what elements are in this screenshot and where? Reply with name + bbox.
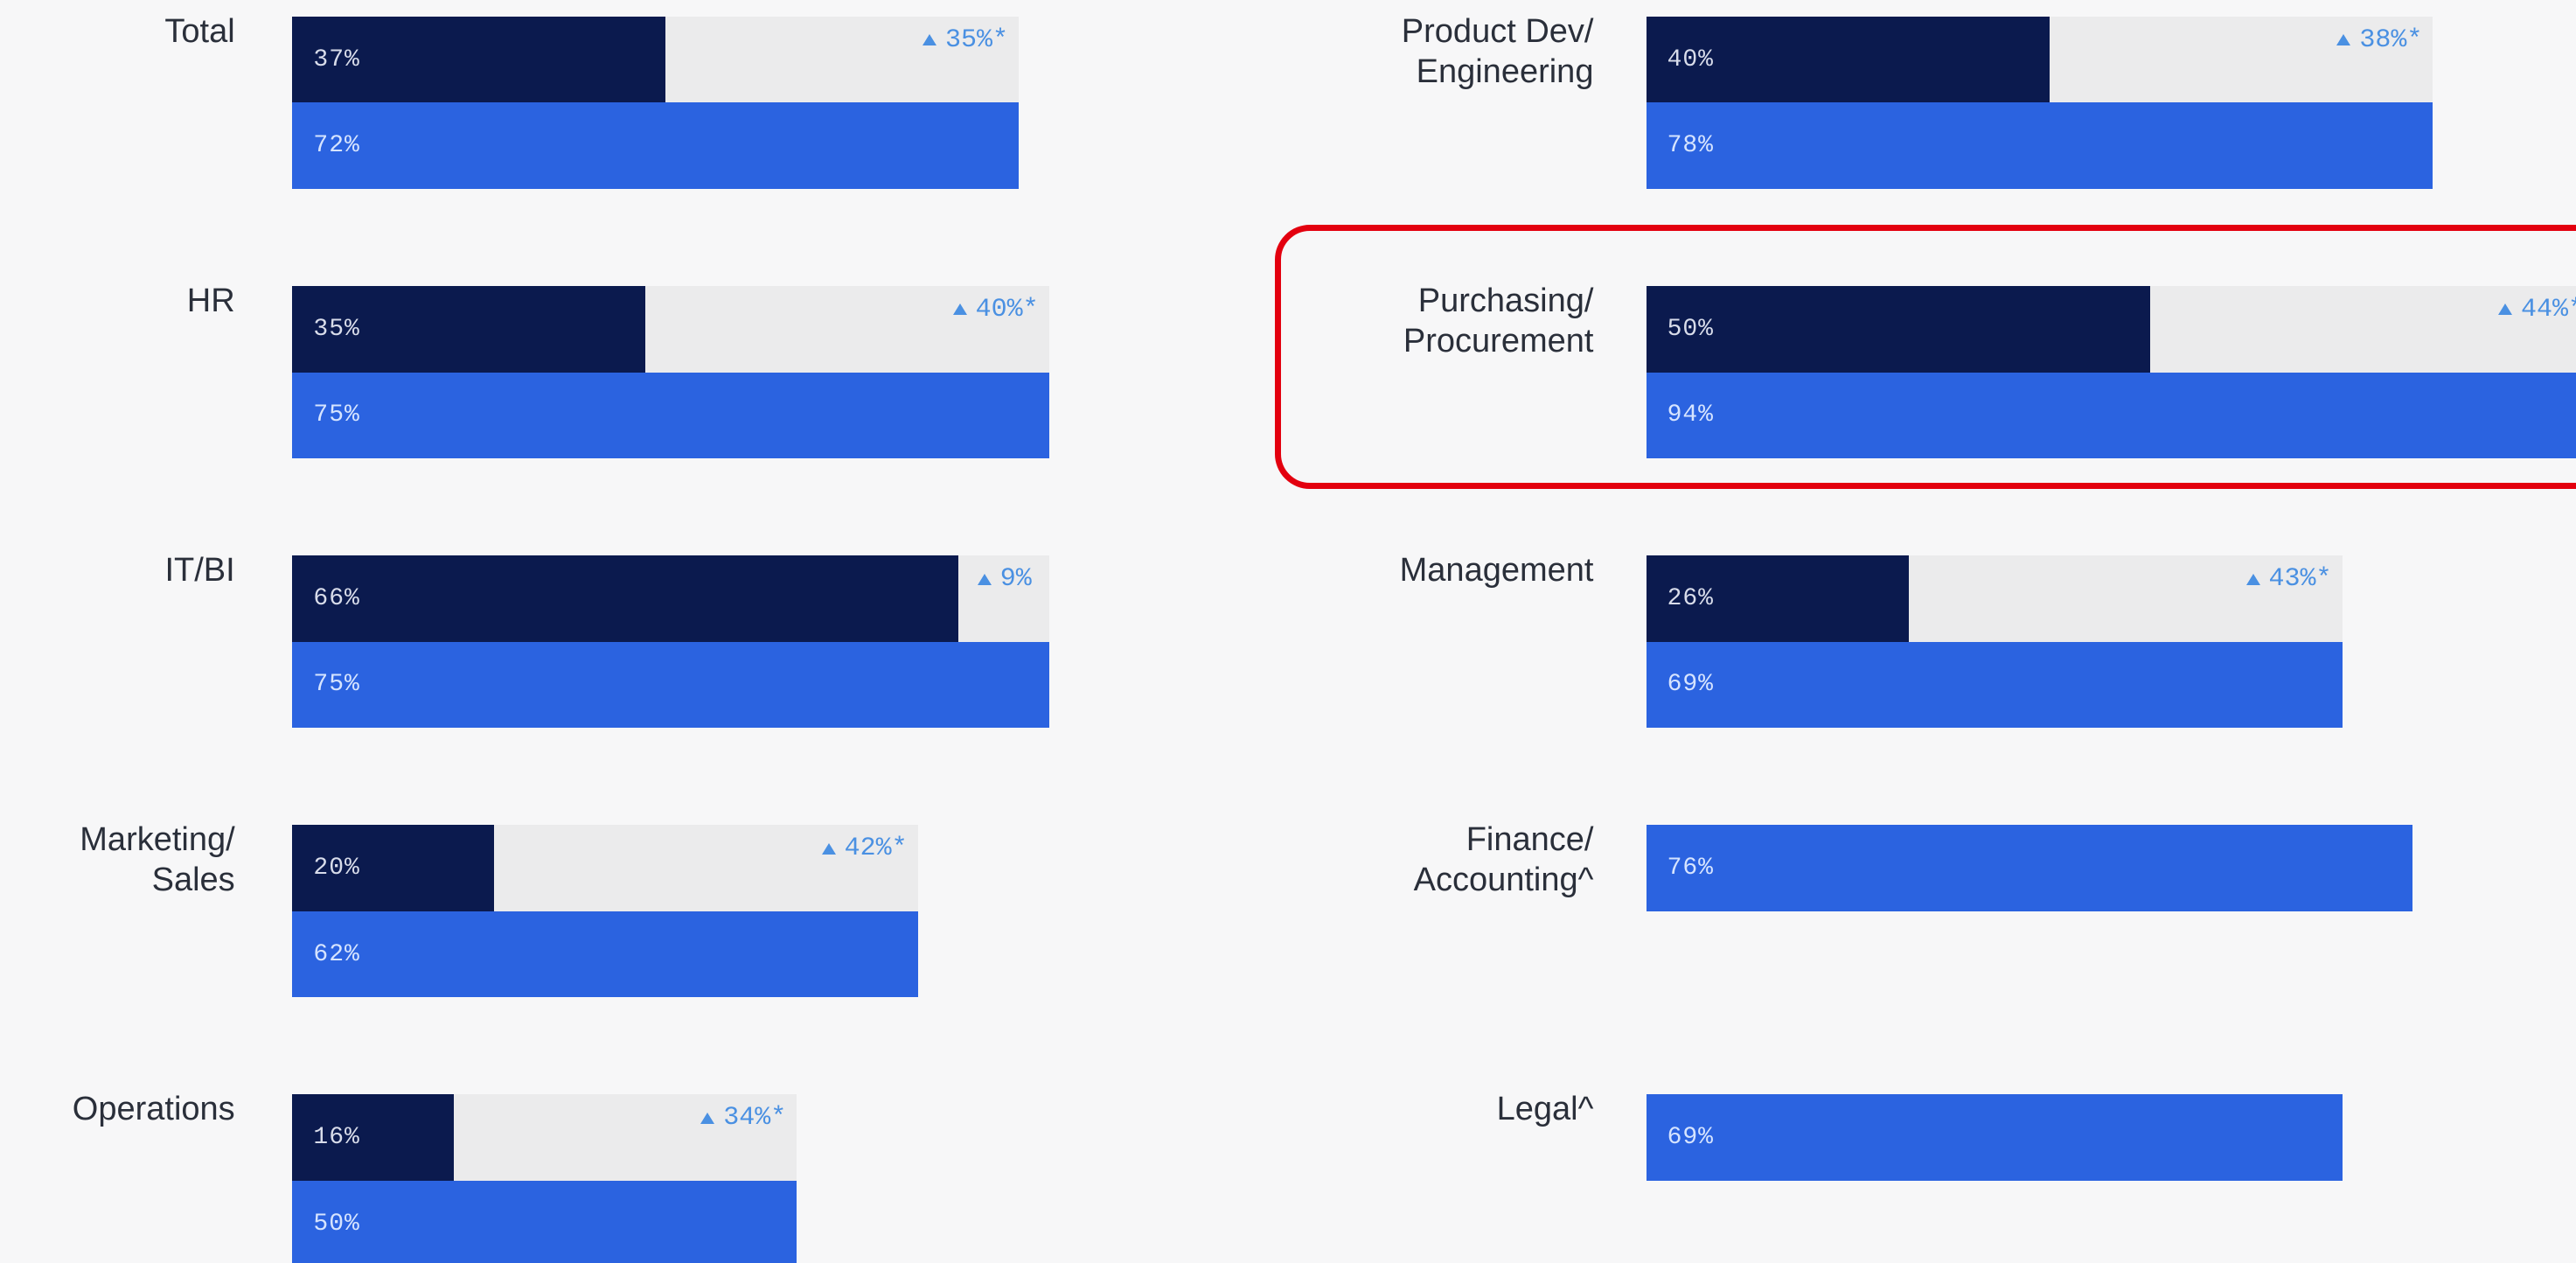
bar: 37% bbox=[292, 16, 666, 103]
bar: 94% bbox=[1646, 372, 2576, 459]
category-label: Purchasing/ Procurement bbox=[1403, 282, 1594, 359]
change-label: 34%* bbox=[723, 1103, 787, 1134]
value-label: 94% bbox=[1667, 401, 1714, 429]
change-annotation: 44%* bbox=[2435, 267, 2576, 352]
category-label: Finance/ Accounting^ bbox=[1413, 821, 1594, 899]
change-label: 9% bbox=[999, 564, 1032, 595]
up-triangle bbox=[2245, 573, 2260, 585]
value-label: 66% bbox=[313, 584, 360, 612]
category-label: HR bbox=[186, 282, 235, 319]
category-label: Total bbox=[164, 12, 235, 50]
bar: 40% bbox=[1646, 16, 2050, 103]
category-label: Legal^ bbox=[1496, 1091, 1594, 1128]
value-label: 62% bbox=[313, 940, 360, 968]
value-label: 50% bbox=[1667, 315, 1714, 343]
up-triangle bbox=[2336, 34, 2351, 46]
bar: 69% bbox=[1646, 641, 2343, 729]
bar: 72% bbox=[292, 102, 1019, 190]
change-label: 43%* bbox=[2268, 564, 2332, 595]
bar: 75% bbox=[292, 372, 1049, 459]
up-triangle bbox=[977, 573, 992, 585]
bar: 35% bbox=[292, 285, 646, 373]
change-annotation: 40%* bbox=[890, 267, 1039, 352]
bar: 50% bbox=[292, 1180, 797, 1263]
bar: 16% bbox=[292, 1094, 454, 1181]
bar: 66% bbox=[292, 555, 958, 642]
bar: 62% bbox=[292, 911, 918, 998]
value-label: 50% bbox=[313, 1210, 360, 1238]
value-label: 75% bbox=[313, 401, 360, 429]
value-label: 69% bbox=[1667, 671, 1714, 699]
value-label: 35% bbox=[313, 315, 360, 343]
category-label: Product Dev/ Engineering bbox=[1401, 12, 1594, 90]
value-label: 78% bbox=[1667, 132, 1714, 160]
up-triangle bbox=[821, 842, 836, 855]
bar: 75% bbox=[292, 641, 1049, 729]
change-label: 40%* bbox=[975, 294, 1039, 324]
category-label: Operations bbox=[72, 1091, 235, 1128]
change-annotation: 34%* bbox=[637, 1075, 786, 1161]
category-label: Management bbox=[1399, 552, 1594, 590]
bar: 50% bbox=[1646, 285, 2151, 373]
change-label: 42%* bbox=[844, 834, 908, 864]
bar: 20% bbox=[292, 825, 495, 911]
change-annotation: 42%* bbox=[759, 806, 908, 891]
change-annotation: 43%* bbox=[2183, 536, 2332, 622]
bar: 78% bbox=[1646, 102, 2433, 190]
value-label: 76% bbox=[1667, 854, 1714, 882]
value-label: 72% bbox=[313, 132, 360, 160]
value-label: 69% bbox=[1667, 1124, 1714, 1152]
bar: 76% bbox=[1646, 825, 2413, 911]
value-label: 26% bbox=[1667, 584, 1714, 612]
up-triangle bbox=[952, 304, 967, 316]
value-label: 40% bbox=[1667, 45, 1714, 73]
highlight-box bbox=[1275, 225, 2576, 489]
change-annotation: 9% bbox=[977, 536, 1032, 622]
change-annotation: 38%* bbox=[2273, 0, 2422, 83]
category-label: Marketing/ Sales bbox=[80, 821, 235, 899]
bar: 26% bbox=[1646, 555, 1909, 642]
value-label: 20% bbox=[313, 854, 360, 882]
value-label: 75% bbox=[313, 671, 360, 699]
change-annotation: 35%* bbox=[860, 0, 1008, 83]
change-label: 35%* bbox=[945, 24, 1009, 55]
change-label: 38%* bbox=[2359, 24, 2423, 55]
up-triangle bbox=[2497, 304, 2512, 316]
up-triangle bbox=[922, 34, 936, 46]
value-label: 16% bbox=[313, 1124, 360, 1152]
up-triangle bbox=[700, 1112, 715, 1124]
change-label: 44%* bbox=[2520, 294, 2576, 324]
bar: 69% bbox=[1646, 1094, 2343, 1181]
value-label: 37% bbox=[313, 45, 360, 73]
category-label: IT/BI bbox=[164, 552, 235, 590]
